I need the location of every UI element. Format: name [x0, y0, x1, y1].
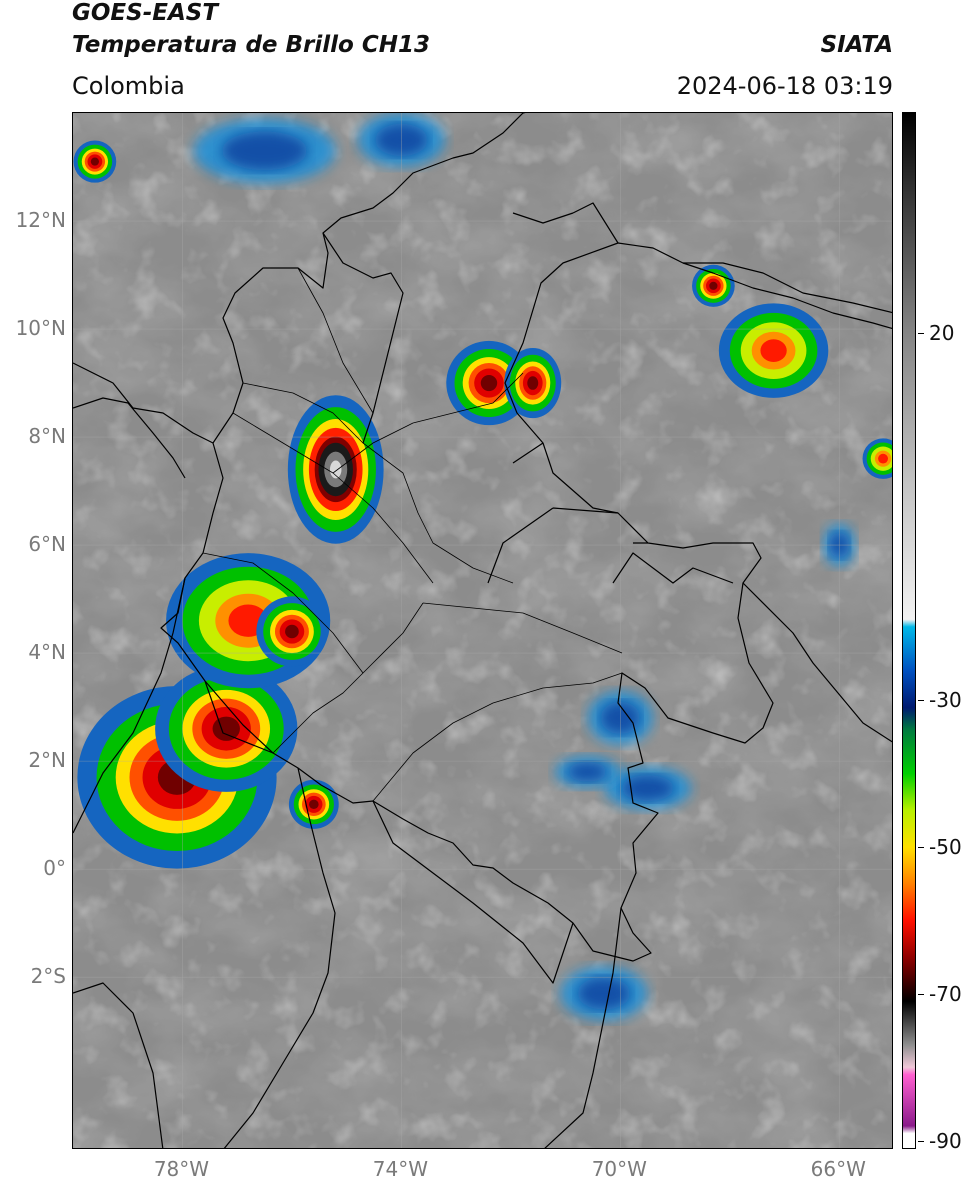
venezuela-border [617, 242, 892, 330]
pacific-coast [73, 577, 186, 834]
lat-tick-label: 6°N [28, 532, 66, 557]
region-label: Colombia [72, 72, 185, 100]
department-lines [202, 267, 623, 802]
channel-title: Temperatura de Brillo CH13 [72, 32, 430, 58]
colorbar-label: -70 [929, 981, 962, 1006]
colorbar-label: -50 [929, 835, 962, 860]
map-canvas [73, 113, 892, 1148]
lat-tick-label: 2°S [30, 964, 66, 989]
brazil-border [544, 582, 892, 1148]
lat-tick-label: 12°N [15, 208, 66, 233]
storm-cell-layer [212, 716, 240, 741]
graticule [73, 113, 892, 1148]
storm-cell-layer [309, 799, 319, 810]
colorbar-tick [918, 847, 924, 849]
storm-cell-layer [285, 624, 299, 639]
colorbar-tick [918, 333, 924, 335]
lon-tick-label: 74°W [372, 1157, 428, 1181]
lat-tick-label: 2°N [28, 748, 66, 773]
storm-cell-layer [760, 339, 787, 362]
colorbar-tick [918, 700, 924, 702]
peru-ecuador-border [73, 680, 574, 1148]
colorbar-tick [918, 1140, 924, 1142]
colorbar-gradient [903, 113, 915, 1148]
colorbar-label: -90 [929, 1128, 962, 1153]
cool-cloud-core [221, 131, 308, 171]
cool-cloud-core [577, 977, 631, 1010]
colorbar-label: 20 [929, 321, 955, 346]
lat-tick-label: 4°N [28, 640, 66, 665]
colorbar-label: -30 [929, 688, 962, 713]
caribbean-coast [322, 212, 574, 444]
orinoco-coast [683, 262, 892, 314]
panama-coast [73, 362, 214, 479]
satellite-map [72, 112, 893, 1149]
lat-tick-label: 10°N [15, 316, 66, 341]
cool-cloud-core [567, 762, 608, 782]
datetime-label: 2024-06-18 03:19 [676, 72, 893, 100]
storm-cell-layer [90, 157, 99, 166]
source-label: SIATA [820, 32, 893, 58]
country-borders [73, 113, 892, 1148]
colorbar-tick [918, 993, 924, 995]
lon-tick-label: 66°W [810, 1157, 866, 1181]
colorbar [902, 112, 916, 1149]
lat-tick-label: 0° [43, 856, 66, 881]
lon-tick-label: 78°W [153, 1157, 210, 1181]
cool-cloud-core [621, 775, 674, 802]
product-title: GOES-EAST [72, 0, 219, 26]
lon-tick-label: 70°W [591, 1157, 647, 1181]
storm-cell-layer [480, 374, 498, 392]
storm-cell-layer [878, 453, 888, 464]
venezuela-interior [487, 442, 734, 584]
storm-cell-layer [527, 376, 539, 390]
storm-cell-layer [329, 460, 342, 479]
cool-cloud-patches [193, 113, 856, 1021]
storm-cell-layer [709, 281, 718, 290]
lat-tick-label: 8°N [28, 424, 66, 449]
colombia-border [160, 113, 774, 962]
storm-cells [73, 140, 892, 869]
colorbar-fill [903, 113, 915, 1148]
